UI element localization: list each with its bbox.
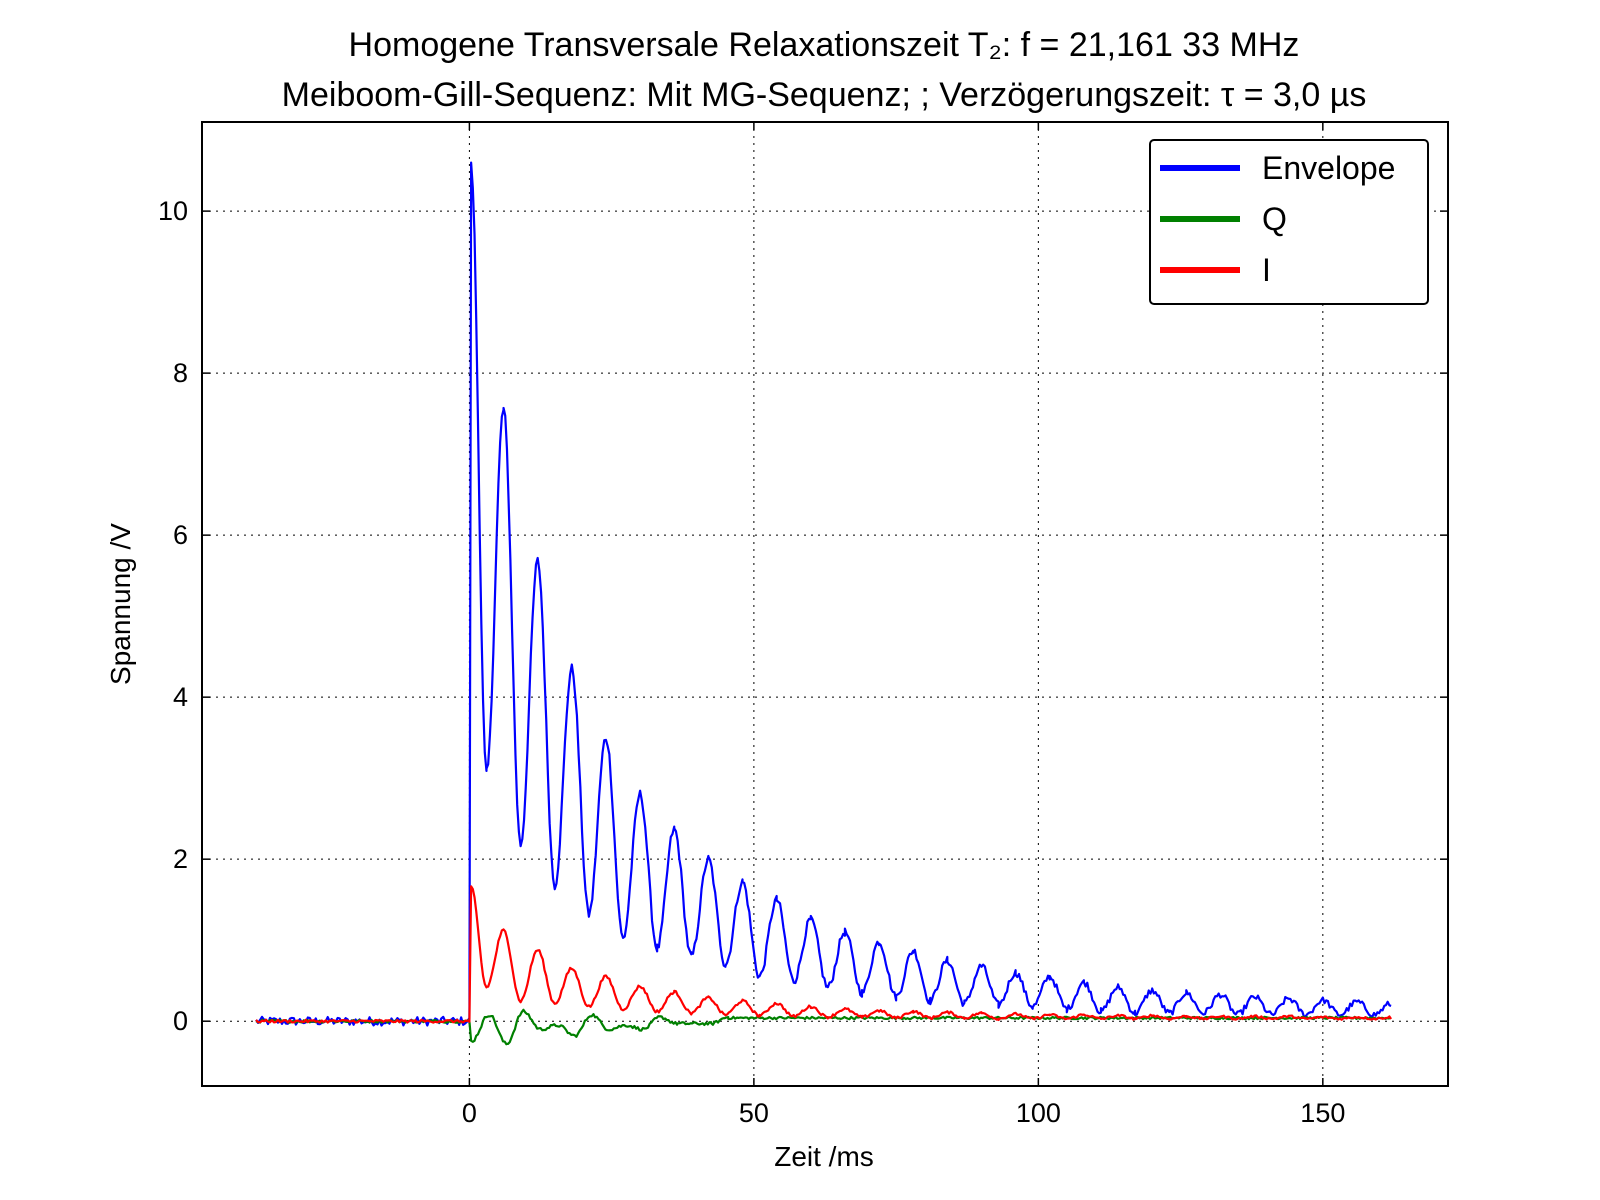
legend-label-envelope: Envelope bbox=[1262, 150, 1395, 186]
chart-title-line1: Homogene Transversale Relaxationszeit T₂… bbox=[349, 26, 1300, 64]
series-layer bbox=[255, 161, 1393, 1046]
x-tick-label-2: 100 bbox=[1016, 1098, 1061, 1128]
x-tick-label-3: 150 bbox=[1300, 1098, 1345, 1128]
y-tick-label-0: 0 bbox=[173, 1006, 188, 1036]
x-axis-label: Zeit /ms bbox=[774, 1141, 874, 1172]
ticks: 0 50 100 150 0 2 4 6 8 10 bbox=[158, 122, 1448, 1128]
x-tick-label-0: 0 bbox=[462, 1098, 477, 1128]
y-tick-label-4: 8 bbox=[173, 358, 188, 388]
legend-box bbox=[1149, 139, 1429, 305]
chart-title-line2: Meiboom-Gill-Sequenz: Mit MG-Sequenz; ; … bbox=[282, 76, 1367, 114]
plot-frame bbox=[201, 121, 1449, 1087]
grid bbox=[202, 122, 1448, 1086]
y-tick-label-1: 2 bbox=[173, 844, 188, 874]
series-line-i bbox=[255, 885, 1393, 1024]
series-line-envelope bbox=[255, 161, 1392, 1027]
x-tick-label-1: 50 bbox=[739, 1098, 769, 1128]
legend: Envelope QI bbox=[1149, 139, 1429, 305]
y-tick-label-2: 4 bbox=[173, 682, 188, 712]
y-tick-label-5: 10 bbox=[158, 196, 188, 226]
legend-label-i: I bbox=[1262, 252, 1271, 288]
legend-label-q: Q bbox=[1262, 201, 1287, 237]
y-axis-label: Spannung /V bbox=[105, 523, 136, 685]
y-tick-label-3: 6 bbox=[173, 520, 188, 550]
